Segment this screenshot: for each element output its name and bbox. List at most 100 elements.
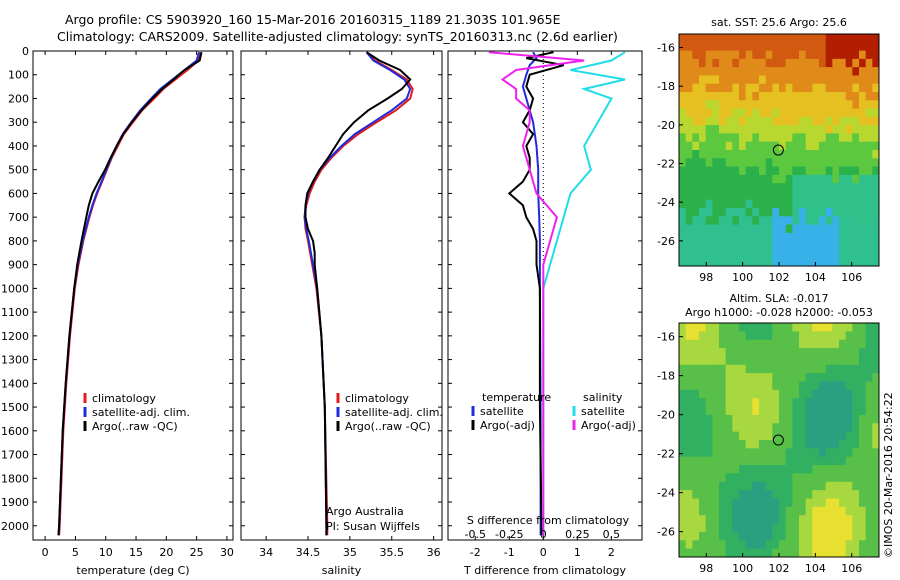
heatmap-cell (692, 224, 700, 234)
heatmap-cell (779, 406, 787, 416)
heatmap-cell (745, 141, 753, 151)
heatmap-cell (732, 50, 740, 60)
heatmap-cell (679, 414, 687, 424)
heatmap-cell (699, 356, 707, 366)
map-y-tick-label: -18 (657, 80, 675, 93)
heatmap-cell (785, 348, 793, 357)
heatmap-cell (819, 166, 827, 176)
heatmap-cell (719, 208, 727, 217)
heatmap-cell (752, 191, 760, 201)
heatmap-cell (825, 75, 833, 85)
heatmap-cell (752, 75, 760, 85)
heatmap-cell (872, 232, 880, 242)
heatmap-cell (825, 183, 833, 192)
heatmap-cell (705, 141, 713, 151)
heatmap-cell (725, 42, 733, 52)
heatmap-cell (845, 67, 853, 76)
heatmap-cell (692, 473, 700, 483)
heatmap-cell (785, 92, 793, 101)
heatmap-cell (819, 133, 827, 143)
heatmap-cell (679, 75, 687, 85)
heatmap-cell (785, 531, 793, 541)
heatmap-cell (779, 548, 787, 558)
heatmap-cell (839, 158, 847, 168)
heatmap-cell (725, 373, 733, 382)
heatmap-cell (865, 150, 873, 159)
heatmap-cell (752, 50, 760, 60)
heatmap-cell (772, 423, 780, 433)
heatmap-cell (759, 423, 767, 433)
heatmap-cell (839, 108, 847, 118)
heatmap-cell (679, 241, 687, 250)
heatmap-cell (792, 83, 800, 93)
heatmap-cell (839, 473, 847, 483)
heatmap-cell (859, 523, 867, 533)
heatmap-cell (819, 381, 827, 391)
heatmap-cell (712, 456, 720, 466)
heatmap-cell (785, 224, 793, 234)
heatmap-cell (872, 133, 880, 143)
heatmap-cell (845, 34, 853, 43)
heatmap-cell (712, 389, 720, 399)
heatmap-cell (699, 133, 707, 143)
heatmap-cell (785, 440, 793, 449)
heatmap-cell (692, 456, 700, 466)
heatmap-cell (819, 224, 827, 234)
heatmap-cell (792, 431, 800, 441)
heatmap-cell (772, 34, 780, 43)
heatmap-cell (812, 92, 820, 101)
heatmap-cell (779, 158, 787, 168)
heatmap-cell (752, 431, 760, 441)
x-axis-label: T difference from climatology (463, 564, 626, 577)
heatmap-cell (832, 257, 840, 267)
heatmap-cell (865, 216, 873, 226)
heatmap-cell (699, 224, 707, 234)
heatmap-cell (712, 490, 720, 499)
heatmap-cell (825, 481, 833, 491)
heatmap-cell (819, 34, 827, 43)
heatmap-cell (799, 323, 807, 332)
heatmap-cell (825, 506, 833, 516)
heatmap-cell (825, 398, 833, 408)
heatmap-cell (785, 67, 793, 76)
heatmap-cell (865, 523, 873, 533)
heatmap-cell (685, 199, 693, 209)
heatmap-cell (799, 116, 807, 126)
heatmap-cell (812, 540, 820, 550)
heatmap-cell (872, 67, 880, 76)
heatmap-cell (832, 364, 840, 374)
heatmap-cell (725, 199, 733, 209)
argo-position-marker (772, 434, 784, 446)
heatmap-cell (785, 183, 793, 192)
heatmap-cell (812, 166, 820, 176)
heatmap-cell (739, 100, 747, 110)
heatmap-cell (819, 406, 827, 416)
heatmap-cell (699, 257, 707, 267)
heatmap-cell (685, 158, 693, 168)
heatmap-cell (792, 456, 800, 466)
y-tick-label: 1800 (1, 472, 29, 485)
heatmap-cell (679, 381, 687, 391)
heatmap-cell (819, 83, 827, 93)
heatmap-cell (745, 473, 753, 483)
heatmap-cell (792, 406, 800, 416)
heatmap-cell (765, 141, 773, 151)
heatmap-cell (685, 423, 693, 433)
heatmap-cell (692, 448, 700, 458)
heatmap-cell (812, 42, 820, 52)
heatmap-cell (845, 100, 853, 110)
heatmap-cell (692, 373, 700, 382)
heatmap-cell (872, 414, 880, 424)
heatmap-cell (839, 465, 847, 474)
heatmap-cell (865, 141, 873, 151)
heatmap-cell (745, 440, 753, 449)
heatmap-cell (839, 323, 847, 332)
heatmap-cell (772, 174, 780, 184)
heatmap-cell (772, 241, 780, 250)
heatmap-cell (752, 398, 760, 408)
heatmap-cell (872, 356, 880, 366)
heatmap-cell (779, 364, 787, 374)
heatmap-cell (765, 348, 773, 357)
heatmap-cell (679, 50, 687, 60)
heatmap-cell (805, 448, 813, 458)
